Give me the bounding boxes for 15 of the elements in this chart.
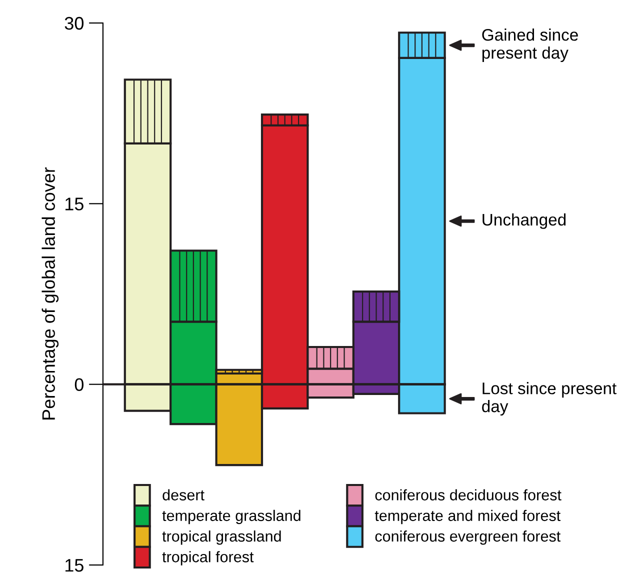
y-tick-label: 0 [74, 378, 84, 392]
legend-label: temperate grassland [162, 510, 300, 524]
legend-label: tropical grassland [162, 530, 281, 545]
text: Lost since present day [482, 382, 617, 416]
y-tick-label: 15 [66, 559, 84, 572]
y-tick-label: 15 [66, 198, 84, 210]
text: Gained since present day [482, 28, 578, 62]
legend-label: tropical forest [162, 551, 254, 566]
y-axis-title: Percentage of global land cover [42, 167, 59, 420]
text: Unchanged [482, 213, 566, 229]
legend-label: coniferous evergreen forest [375, 530, 561, 545]
legend-label: temperate and mixed forest [374, 510, 561, 524]
y-tick-label: 30 [64, 16, 84, 30]
legend-label: desert [162, 489, 204, 500]
legend-label: coniferous deciduous forest [375, 489, 562, 500]
